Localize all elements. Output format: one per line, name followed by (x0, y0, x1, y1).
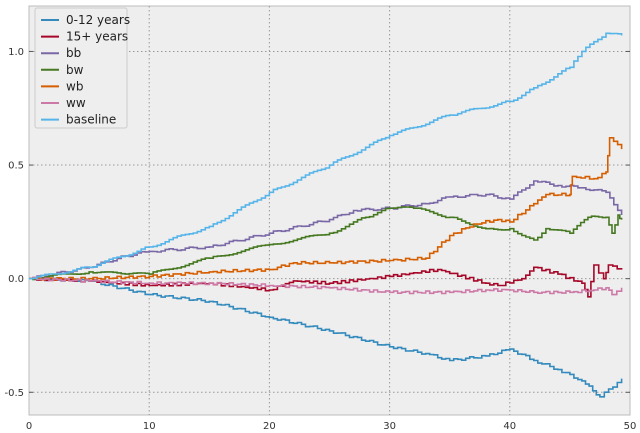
y-tick-label: 1.0 (8, 47, 24, 58)
x-tick-label: 30 (383, 421, 396, 432)
x-tick-label: 10 (143, 421, 156, 432)
grid (29, 6, 630, 415)
y-tick-label: -0.5 (4, 388, 24, 399)
legend-label: 15+ years (66, 30, 128, 44)
series-line-baseline (29, 32, 623, 280)
x-tick-label: 50 (624, 421, 637, 432)
legend-label: bw (66, 63, 84, 77)
series-line-ww (29, 276, 623, 296)
x-tick-label: 40 (503, 421, 516, 432)
series-lines (29, 32, 623, 398)
legend-label: bb (66, 46, 81, 60)
series-line-wb (29, 137, 623, 281)
legend-label: 0-12 years (66, 13, 130, 27)
legend-label: ww (66, 96, 86, 110)
x-tick-label: 20 (263, 421, 276, 432)
x-tick-label: 0 (26, 421, 32, 432)
series-line-0-12-years (29, 277, 623, 398)
y-tick-label: 0.0 (8, 274, 24, 285)
axis-ticks: 0 10 20 30 40 50 -0.5 0.0 0.5 1.0 (4, 47, 636, 432)
series-line-bw (29, 206, 623, 281)
series-line-15-years (29, 264, 623, 298)
legend: 0-12 years 15+ years bb bw wb ww baseline (34, 7, 130, 129)
y-tick-label: 0.5 (8, 161, 24, 172)
legend-label: wb (66, 79, 83, 93)
legend-label: baseline (66, 113, 116, 127)
